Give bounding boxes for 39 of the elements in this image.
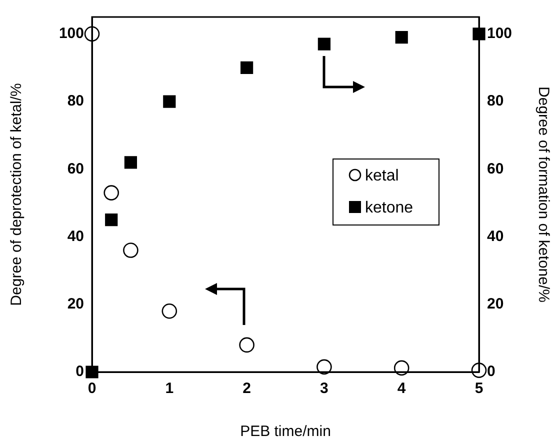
y-axis-title: Degree of deprotection of ketal/% — [8, 83, 26, 306]
point — [472, 28, 486, 40]
y-tick-label: 20 — [67, 296, 84, 313]
point — [163, 95, 176, 108]
y2-tick-label: 80 — [487, 92, 504, 110]
point — [471, 362, 487, 378]
point — [318, 38, 331, 50]
x-tick-label: 0 — [88, 380, 96, 398]
y2-tick-label: 20 — [487, 296, 504, 313]
point — [86, 366, 98, 378]
y2-tick-label: 0 — [487, 363, 496, 380]
point — [395, 30, 408, 44]
point — [162, 303, 178, 319]
y2-tick-label: 60 — [487, 160, 504, 178]
point — [316, 359, 332, 375]
x-tick-label: 2 — [242, 380, 251, 398]
point — [84, 26, 100, 42]
y-tick-label: 0 — [76, 363, 84, 380]
point — [239, 337, 254, 353]
legend-label: ketone — [365, 199, 414, 216]
y2-tick-label: 100 — [487, 25, 512, 42]
y-tick-label: 80 — [67, 92, 84, 110]
point — [104, 185, 119, 200]
y2-tick-label: 40 — [487, 228, 504, 245]
point — [394, 360, 410, 376]
x-tick-label: 3 — [320, 380, 328, 398]
point — [240, 61, 254, 74]
x-axis-title: PEB time/min — [240, 423, 331, 440]
point — [105, 214, 118, 226]
y-tick-label: 40 — [67, 228, 84, 245]
y2-axis-title: Degree of formation of ketone/% — [534, 86, 552, 302]
y-tick-label: 100 — [58, 25, 84, 42]
x-tick-label: 4 — [397, 380, 406, 398]
x-tick-label: 1 — [165, 380, 174, 398]
legend-label: ketal — [365, 167, 399, 184]
x-tick-label: 5 — [474, 380, 484, 398]
point — [124, 156, 138, 169]
point — [123, 242, 138, 258]
y-tick-label: 60 — [67, 160, 84, 178]
